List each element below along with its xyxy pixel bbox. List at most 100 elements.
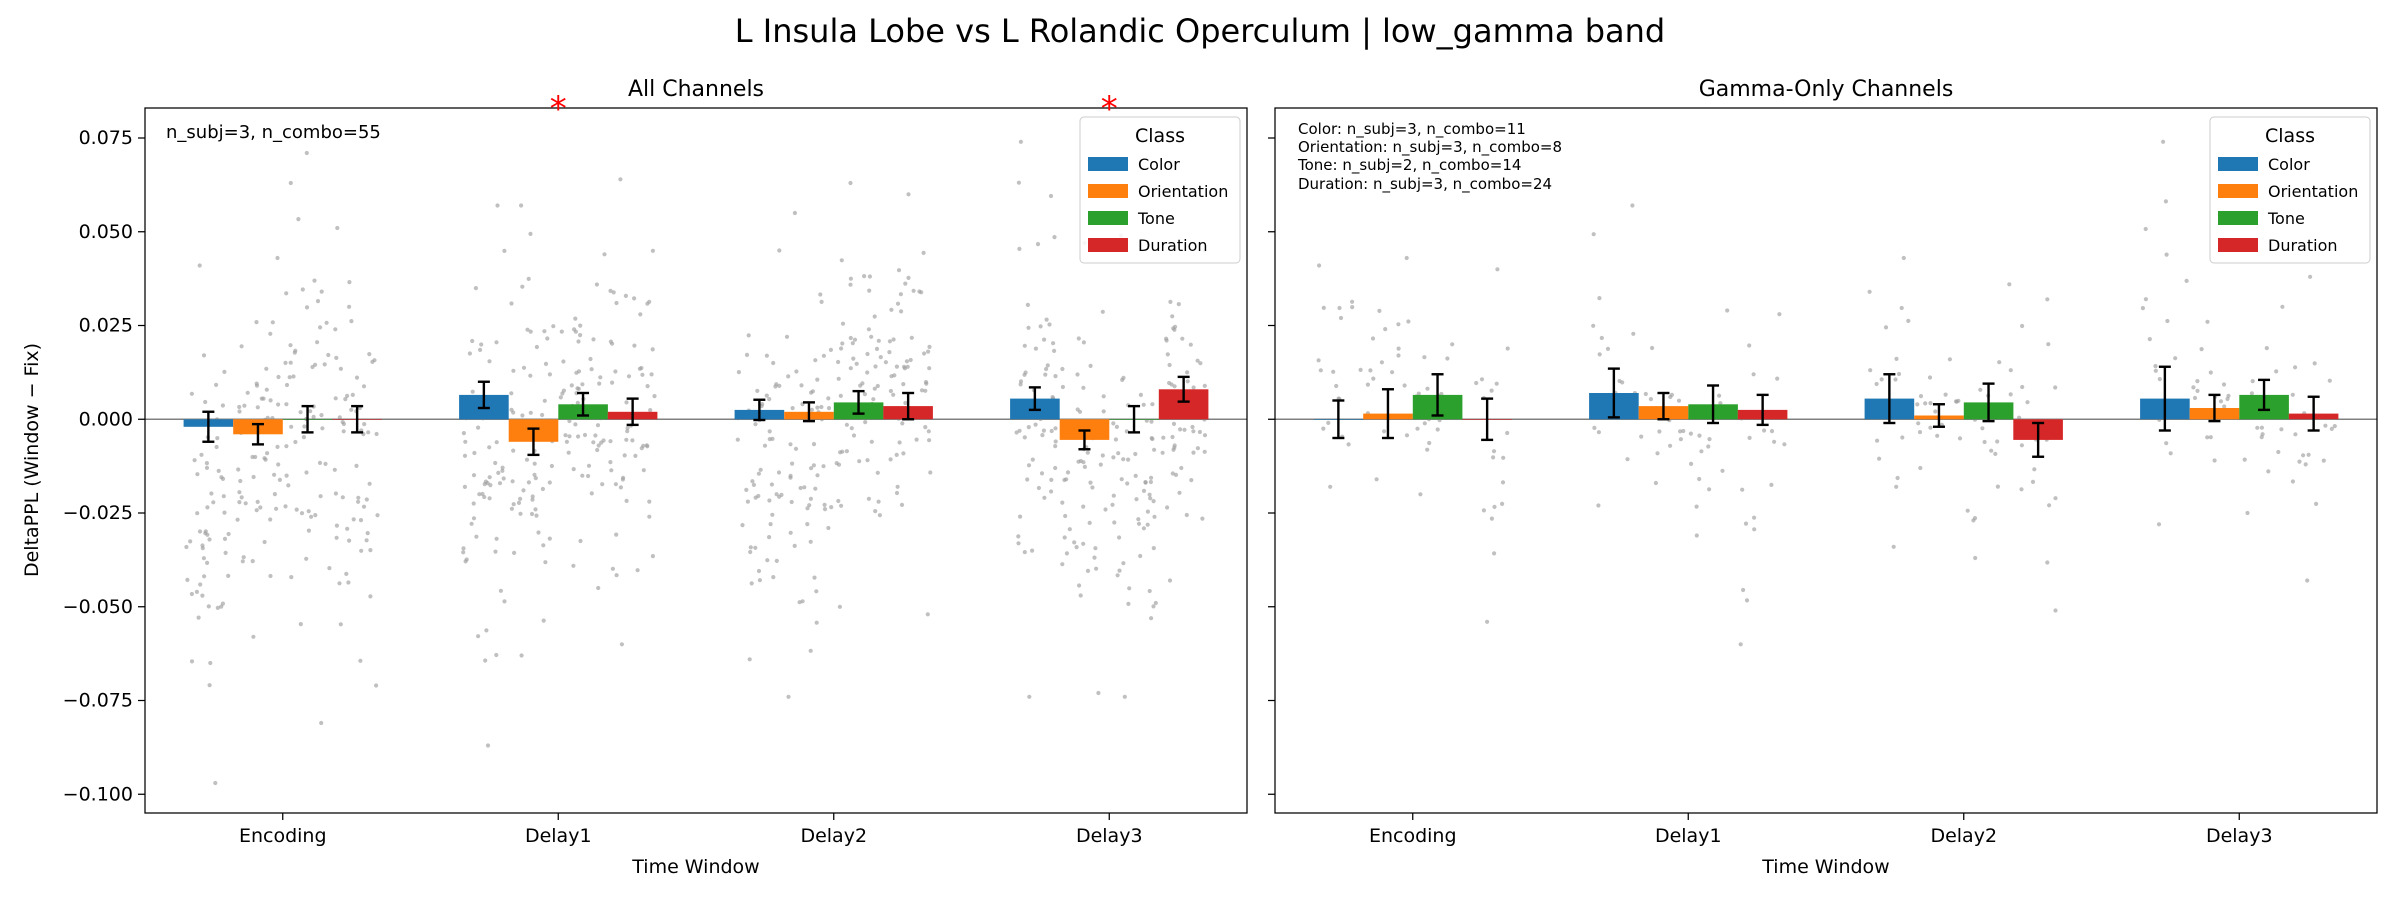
- scatter-point: [1170, 434, 1175, 440]
- scatter-point: [1927, 375, 1933, 380]
- scatter-point: [2195, 388, 2200, 393]
- scatter-point: [2321, 458, 2326, 463]
- scatter-point: [917, 289, 922, 294]
- scatter-point: [497, 481, 503, 486]
- scatter-point: [1149, 475, 1154, 480]
- scatter-point: [906, 192, 911, 197]
- scatter-point: [520, 413, 525, 418]
- scatter-point: [284, 291, 289, 296]
- scatter-point: [866, 327, 872, 332]
- scatter-point: [927, 438, 932, 443]
- scatter-point: [1082, 464, 1087, 469]
- scatter-point: [608, 439, 613, 444]
- scatter-point: [925, 612, 930, 617]
- scatter-point: [207, 683, 212, 688]
- scatter-point: [236, 467, 241, 472]
- scatter-point: [1116, 451, 1121, 456]
- scatter-point: [2280, 304, 2285, 309]
- scatter-point: [332, 467, 337, 472]
- scatter-point: [547, 480, 552, 485]
- scatter-point: [1422, 355, 1427, 360]
- scatter-point: [573, 422, 578, 427]
- scatter-point: [850, 341, 855, 346]
- scatter-point: [483, 658, 488, 663]
- scatter-point: [519, 653, 524, 658]
- scatter-point: [2168, 451, 2173, 456]
- scatter-point: [276, 402, 281, 407]
- scatter-point: [1101, 409, 1106, 414]
- scatter-point: [774, 492, 779, 497]
- scatter-point: [815, 473, 820, 478]
- scatter-point: [2163, 199, 2168, 204]
- scatter-point: [283, 504, 288, 509]
- scatter-point: [764, 393, 769, 398]
- scatter-point: [813, 486, 818, 491]
- scatter-point: [1479, 377, 1485, 382]
- scatter-point: [471, 501, 476, 506]
- scatter-point: [1197, 429, 1202, 435]
- scatter-point: [1117, 535, 1122, 540]
- y-tick-label: 0.000: [79, 408, 133, 430]
- scatter-point: [2293, 365, 2298, 370]
- scatter-point: [808, 496, 814, 501]
- scatter-point: [888, 457, 893, 462]
- scatter-point: [1138, 553, 1143, 559]
- scatter-point: [472, 450, 477, 456]
- scatter-point: [1045, 363, 1050, 368]
- scatter-point: [637, 366, 643, 371]
- scatter-point: [540, 486, 546, 492]
- scatter-point: [840, 321, 846, 326]
- scatter-point: [462, 484, 467, 489]
- scatter-point: [313, 513, 318, 518]
- scatter-point: [840, 341, 845, 346]
- scatter-point: [578, 333, 583, 338]
- scatter-point: [498, 588, 503, 593]
- scatter-point: [2264, 346, 2269, 351]
- scatter-point: [528, 231, 533, 236]
- scatter-point: [341, 429, 346, 434]
- scatter-point: [756, 568, 762, 574]
- scatter-point: [1762, 428, 1767, 433]
- scatter-point: [1160, 450, 1165, 455]
- scatter-point: [575, 400, 580, 405]
- scatter-point: [762, 443, 768, 448]
- legend-title: Class: [2265, 125, 2315, 147]
- scatter-point: [1153, 600, 1158, 606]
- scatter-point: [876, 499, 881, 504]
- scatter-point: [904, 359, 910, 364]
- scatter-point: [905, 364, 910, 369]
- scatter-point: [928, 470, 933, 475]
- scatter-point: [372, 358, 377, 363]
- scatter-point: [790, 461, 795, 466]
- scatter-point: [652, 394, 657, 399]
- scatter-point: [2164, 441, 2169, 446]
- scatter-point: [2153, 368, 2158, 373]
- scatter-point: [1016, 541, 1021, 546]
- scatter-point: [240, 559, 245, 564]
- scatter-point: [2303, 462, 2308, 467]
- scatter-point: [1133, 451, 1138, 457]
- scatter-point: [1741, 587, 1746, 593]
- scatter-point: [1956, 398, 1961, 403]
- scatter-point: [892, 373, 897, 378]
- scatter-point: [1893, 377, 1898, 382]
- scatter-point: [874, 346, 880, 351]
- scatter-point: [872, 386, 877, 391]
- scatter-point: [542, 398, 547, 403]
- scatter-point: [1202, 449, 1207, 454]
- scatter-point: [749, 581, 754, 586]
- scatter-point: [1173, 324, 1178, 329]
- scatter-point: [254, 508, 259, 513]
- scatter-point: [1350, 305, 1355, 310]
- scatter-point: [569, 383, 574, 388]
- scatter-point: [1997, 360, 2002, 365]
- scatter-point: [298, 410, 303, 415]
- scatter-point: [1177, 490, 1182, 495]
- scatter-point: [903, 281, 908, 286]
- scatter-point: [198, 582, 203, 587]
- scatter-point: [551, 324, 556, 329]
- scatter-point: [1049, 428, 1054, 434]
- scatter-point: [1894, 484, 1899, 489]
- scatter-point: [254, 320, 259, 325]
- scatter-point: [1184, 512, 1189, 518]
